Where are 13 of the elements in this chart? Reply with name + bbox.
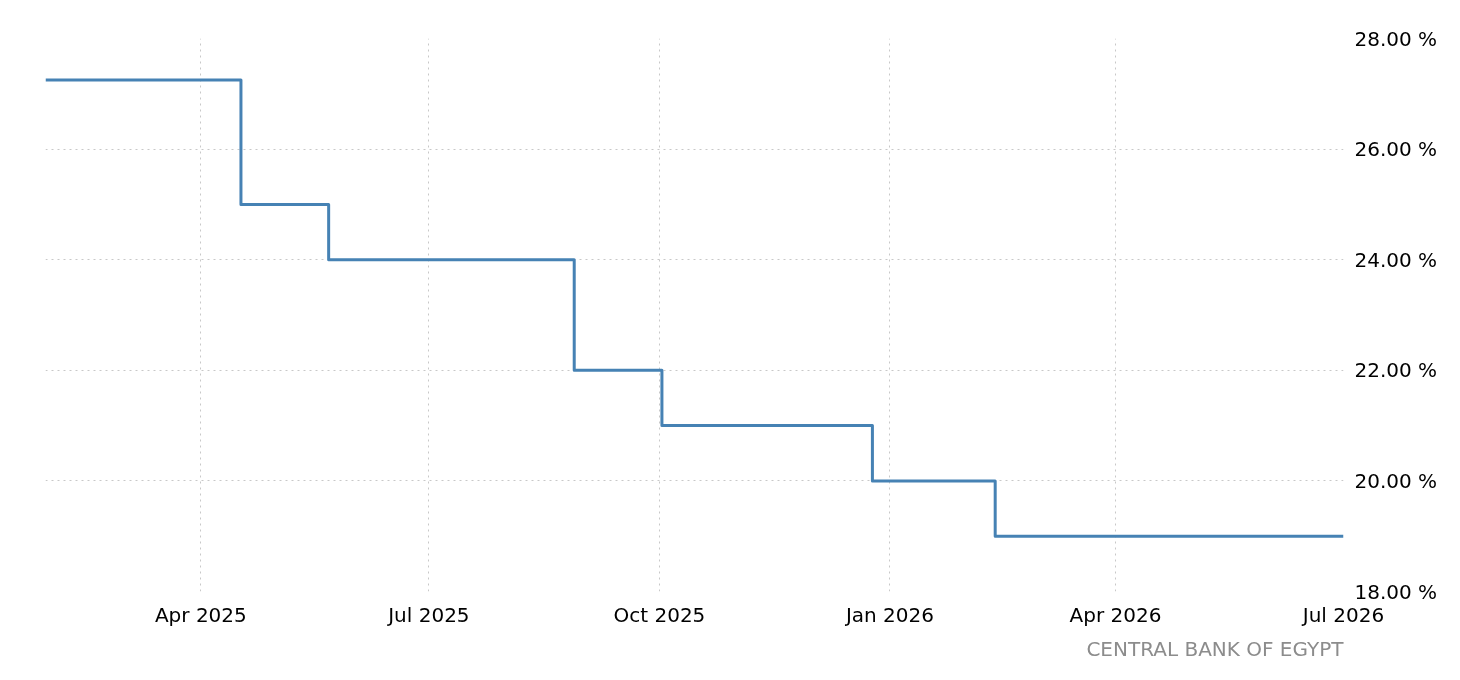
y-tick-label: 28.00 %: [1354, 26, 1438, 51]
x-tick-label: Jul 2025: [386, 602, 470, 627]
text: CENTRAL BANK OF EGYPT: [1086, 636, 1345, 661]
y-tick-label: 22.00 %: [1354, 358, 1438, 383]
x-tick-label: Apr 2026: [1069, 602, 1162, 627]
y-tick-label: 26.00 %: [1354, 137, 1438, 162]
x-tick-label: Jul 2026: [1300, 602, 1385, 627]
x-tick-label: Jan 2026: [843, 602, 934, 627]
x-tick-label: Oct 2025: [613, 602, 706, 627]
x-tick-label: Apr 2025: [154, 602, 247, 627]
y-tick-label: 20.00 %: [1354, 468, 1438, 493]
y-tick-label: 24.00 %: [1354, 247, 1438, 272]
y-tick-label: 18.00 %: [1354, 579, 1438, 604]
